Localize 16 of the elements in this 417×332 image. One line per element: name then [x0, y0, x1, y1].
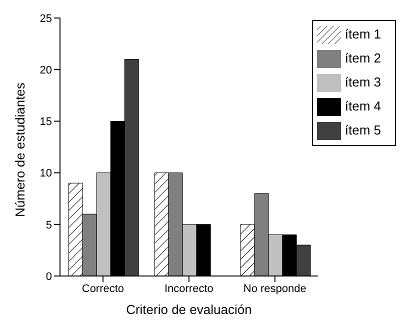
- y-tick-label: 0: [46, 270, 52, 283]
- y-tick-label: 5: [46, 219, 52, 232]
- legend-label: ítem 1: [344, 26, 381, 42]
- y-tick-label: 25: [40, 12, 52, 25]
- x-tick-label: Correcto: [82, 282, 124, 295]
- y-tick-label: 15: [40, 116, 52, 128]
- legend-label: ítem 2: [344, 50, 381, 66]
- legend-label: ítem 4: [344, 98, 381, 114]
- y-tick-label: 10: [40, 168, 52, 180]
- y-axis-title: Número de estudiantes: [12, 82, 28, 217]
- x-tick-label: Incorrecto: [164, 282, 214, 295]
- x-tick-label: No responde: [243, 282, 306, 295]
- y-tick-label: 20: [40, 64, 52, 77]
- x-axis-title: Criterio de evaluación: [126, 302, 252, 317]
- legend-label: ítem 5: [344, 122, 381, 138]
- legend-label: ítem 3: [344, 74, 381, 90]
